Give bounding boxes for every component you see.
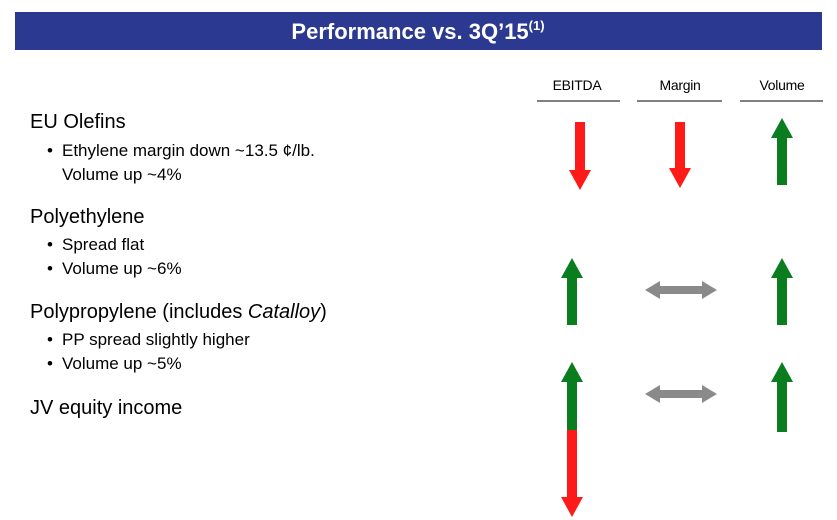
bullet: • (47, 354, 53, 373)
column-header: Volume (760, 77, 805, 93)
bullet: • (47, 235, 53, 254)
arrow-down (669, 122, 691, 188)
arrow-up (771, 118, 793, 185)
arrow-up (771, 258, 793, 325)
bullet: • (47, 141, 53, 160)
section-title: Polypropylene (includes Catalloy) (30, 301, 327, 323)
bullet-text: PP spread slightly higher (62, 330, 250, 349)
bullet: • (47, 259, 53, 278)
section-title: Polyethylene (30, 206, 145, 228)
arrow-down (561, 430, 583, 517)
bullet-text: Spread flat (62, 235, 144, 254)
bullet-text: Ethylene margin down ~13.5 ¢/lb. (62, 141, 315, 160)
arrow-down (569, 122, 591, 190)
section-title: EU Olefins (30, 111, 126, 133)
bullet-text: Volume up ~5% (62, 354, 182, 373)
arrow-up (561, 258, 583, 325)
section-title: JV equity income (30, 397, 182, 419)
bullet-text: Volume up ~4% (62, 165, 182, 184)
column-header: Margin (660, 77, 701, 93)
header-title: Performance vs. 3Q’15(1) (291, 18, 544, 44)
header-bar (15, 12, 822, 50)
arrow-up (561, 362, 583, 432)
arrow-flat (645, 281, 717, 299)
arrow-up (771, 362, 793, 432)
column-header: EBITDA (553, 77, 603, 93)
bullet: • (47, 330, 53, 349)
bullet-text: Volume up ~6% (62, 259, 182, 278)
arrow-flat (645, 385, 717, 403)
